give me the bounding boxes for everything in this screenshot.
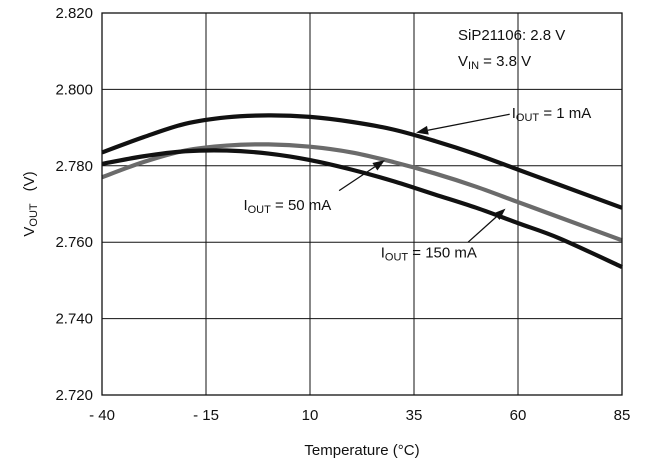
y-tick-label: 2.760 (55, 234, 93, 251)
x-tick-label: 85 (614, 407, 631, 424)
series-layer (101, 113, 623, 269)
y-axis-title: VOUT (V) (21, 171, 40, 236)
tick-layer: - 40 - 15 10 35 60 85 2.720 2.740 2.760 2.780 2.80… (55, 5, 630, 424)
x-tick-label: 10 (302, 407, 319, 424)
y-tick-label: 2.720 (55, 387, 93, 404)
annotation-arrow-line (427, 113, 510, 131)
x-axis-title: Temperature (°C) (304, 442, 419, 459)
y-axis-title-sub: OUT (28, 203, 40, 227)
arrow-layer (338, 113, 510, 243)
device-note-vin-main: V (458, 53, 468, 70)
device-note-line2: VIN = 3.8 V (458, 53, 531, 72)
series-label-50ma-rest: = 50 mA (271, 197, 331, 214)
series-label-50ma-sub: OUT (248, 204, 272, 216)
device-note-line1: SiP21106: 2.8 V (458, 27, 565, 44)
annotation-arrow-head (372, 160, 385, 171)
x-tick-label: 60 (510, 407, 527, 424)
x-tick-label: - 40 (89, 407, 115, 424)
x-tick-label: - 15 (193, 407, 219, 424)
y-tick-label: 2.820 (55, 5, 93, 22)
y-tick-label: 2.800 (55, 81, 93, 98)
device-note-vin-sub: IN (468, 60, 479, 72)
y-tick-label: 2.780 (55, 158, 93, 175)
series-label-50ma: IOUT = 50 mA (243, 197, 331, 216)
series-label-1ma-rest: = 1 mA (539, 105, 591, 122)
annotation-arrow-line (467, 216, 498, 243)
y-axis-title-unit: (V) (21, 171, 38, 191)
series-label-1ma-sub: OUT (516, 112, 540, 124)
annotation-arrow-head (416, 125, 429, 135)
series-line-150ma (101, 148, 623, 269)
series-line-50ma (101, 142, 623, 243)
series-label-1ma-main: I (512, 105, 516, 122)
y-tick-label: 2.740 (55, 311, 93, 328)
grid-layer (102, 13, 622, 395)
series-label-50ma-main: I (243, 197, 247, 214)
plot-frame (101, 12, 623, 396)
y-axis-title-main: V (21, 227, 38, 237)
series-label-150ma-rest: = 150 mA (408, 245, 477, 262)
series-label-150ma-sub: OUT (385, 252, 409, 264)
annotation-arrow-line (338, 166, 376, 192)
series-label-1ma: IOUT = 1 mA (512, 105, 592, 124)
device-note-vin-rest: = 3.8 V (479, 53, 531, 70)
series-label-150ma-main: I (381, 245, 385, 262)
x-tick-label: 35 (406, 407, 423, 424)
series-label-150ma: IOUT = 150 mA (381, 245, 477, 264)
series-line-1ma (101, 113, 623, 210)
annotation-arrow-head (493, 208, 506, 220)
